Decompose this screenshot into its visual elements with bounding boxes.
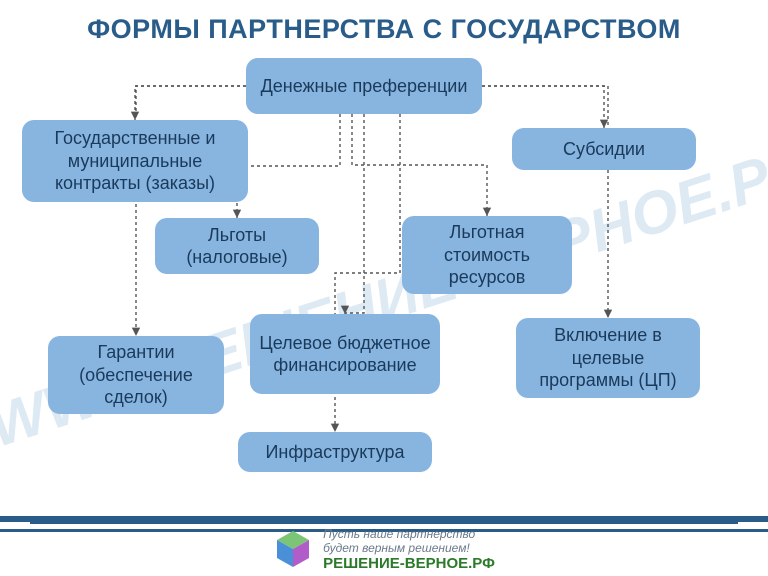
node-infra: Инфраструктура	[238, 432, 432, 472]
logo-cube-icon	[273, 529, 313, 569]
footer: Пусть наше партнерство будет верным реше…	[0, 516, 768, 576]
edge-root-contracts	[135, 86, 246, 120]
edge-root-lgoty	[237, 114, 340, 218]
footer-brand: РЕШЕНИЕ-ВЕРНОЕ.РФ	[323, 555, 495, 572]
page-title: ФОРМЫ ПАРТНЕРСТВА С ГОСУДАРСТВОМ	[0, 0, 768, 45]
footer-slogan-1: Пусть наше партнерство	[323, 527, 495, 541]
node-garantii: Гарантии (обеспечение сделок)	[48, 336, 224, 414]
node-root: Денежные преференции	[246, 58, 482, 114]
node-lgoty: Льготы (налоговые)	[155, 218, 319, 274]
node-resources: Льготная стоимость ресурсов	[402, 216, 572, 294]
edge-root-resources	[352, 114, 487, 216]
edge-root-budget	[345, 114, 364, 314]
node-contracts: Государственные и муниципальные контракт…	[22, 120, 248, 202]
footer-slogan-2: будет верным решением!	[323, 541, 495, 555]
node-subsidii: Субсидии	[512, 128, 696, 170]
node-programs: Включение в целевые программы (ЦП)	[516, 318, 700, 398]
footer-text: Пусть наше партнерство будет верным реше…	[323, 527, 495, 572]
node-budget: Целевое бюджетное финансирование	[250, 314, 440, 394]
edge-root-subsidii	[482, 86, 604, 128]
